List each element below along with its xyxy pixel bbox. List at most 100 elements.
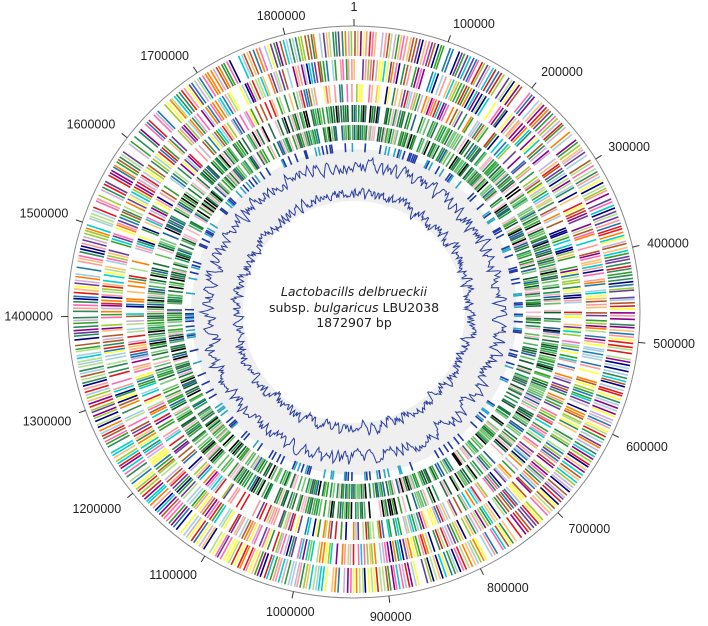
feature-mark: [577, 435, 601, 449]
feature-mark: [189, 118, 205, 136]
feature-mark: [172, 473, 189, 490]
feature-mark: [491, 497, 506, 516]
feature-mark: [201, 440, 216, 454]
feature-mark: [149, 209, 167, 219]
feature-mark: [169, 337, 185, 342]
feature-mark: [185, 320, 195, 323]
feature-mark: [124, 459, 146, 475]
feature-mark: [164, 465, 182, 481]
feature-mark: [411, 492, 419, 510]
feature-mark: [264, 462, 274, 477]
feature-mark: [457, 85, 468, 105]
feature-mark: [164, 428, 181, 440]
feature-mark: [445, 130, 456, 147]
feature-mark: [294, 65, 301, 87]
feature-mark: [154, 200, 171, 211]
feature-mark: [579, 363, 601, 370]
feature-mark: [477, 430, 490, 443]
feature-mark: [76, 266, 102, 272]
feature-mark: [300, 463, 305, 473]
feature-mark: [126, 327, 145, 331]
feature-mark: [454, 160, 465, 174]
feature-mark: [243, 432, 251, 441]
feature-mark: [447, 131, 458, 148]
feature-mark: [259, 103, 269, 121]
feature-mark: [535, 249, 552, 257]
feature-mark: [413, 472, 421, 488]
feature-mark: [453, 547, 465, 572]
feature-mark: [550, 177, 570, 190]
feature-mark: [392, 62, 398, 84]
feature-track-6: [185, 143, 523, 481]
feature-mark: [147, 326, 165, 329]
feature-mark: [540, 120, 561, 139]
feature-mark: [476, 127, 489, 143]
feature-mark: [310, 109, 316, 127]
feature-mark: [268, 449, 275, 459]
feature-mark: [436, 462, 446, 477]
feature-mark: [439, 460, 449, 475]
feature-mark: [217, 128, 230, 144]
species-name: Lactobacills delbrueckii: [281, 284, 428, 299]
tick-label-800000: 800000: [487, 581, 529, 595]
feature-mark: [563, 409, 584, 420]
feature-mark: [199, 466, 213, 481]
feature-mark: [387, 128, 393, 144]
feature-mark: [462, 166, 473, 180]
feature-mark: [583, 187, 607, 200]
feature-mark: [189, 271, 199, 275]
feature-mark: [275, 468, 284, 483]
feature-mark: [220, 409, 229, 417]
feature-mark: [514, 412, 530, 424]
feature-mark: [163, 144, 180, 160]
feature-mark: [376, 520, 381, 539]
feature-mark: [384, 499, 389, 517]
feature-mark: [541, 276, 559, 282]
feature-mark: [226, 122, 238, 139]
feature-mark: [512, 239, 528, 248]
feature-mark: [427, 466, 436, 481]
feature-mark: [73, 288, 99, 292]
feature-mark: [459, 56, 472, 80]
feature-mark: [375, 566, 380, 593]
feature-mark: [136, 429, 155, 442]
feature-mark: [239, 186, 247, 195]
feature-mark: [122, 208, 143, 219]
feature-mark: [248, 81, 259, 102]
feature-mark: [537, 413, 554, 424]
feature-mark: [440, 552, 451, 577]
feature-mark: [263, 554, 273, 579]
feature-mark: [404, 476, 411, 491]
feature-mark: [434, 463, 443, 478]
feature-mark: [219, 536, 233, 560]
feature-mark: [445, 550, 457, 575]
feature-mark: [210, 191, 223, 202]
feature-mark: [147, 299, 165, 302]
genome-size: 1872907 bp: [316, 315, 392, 330]
feature-mark: [524, 219, 541, 229]
feature-mark: [241, 84, 253, 105]
feature-mark: [181, 417, 197, 429]
feature-mark: [131, 191, 151, 203]
feature-mark: [281, 470, 289, 486]
feature-mark: [314, 518, 320, 537]
feature-mark: [525, 431, 542, 444]
feature-mark: [380, 520, 385, 539]
feature-mark: [563, 301, 582, 304]
feature-mark: [139, 176, 159, 189]
feature-mark: [576, 173, 600, 187]
feature-mark: [399, 64, 406, 85]
feature-mark: [340, 483, 344, 499]
feature-mark: [235, 166, 247, 180]
feature-mark: [89, 215, 114, 226]
feature-mark: [543, 317, 561, 320]
feature-mark: [552, 236, 570, 244]
feature-mark: [321, 542, 326, 564]
feature-mark: [180, 415, 196, 427]
feature-mark: [174, 441, 190, 455]
feature-mark: [485, 191, 499, 203]
feature-mark: [73, 304, 99, 307]
feature-mark: [370, 84, 374, 103]
feature-mark: [269, 556, 279, 581]
feature-mark: [177, 369, 193, 377]
